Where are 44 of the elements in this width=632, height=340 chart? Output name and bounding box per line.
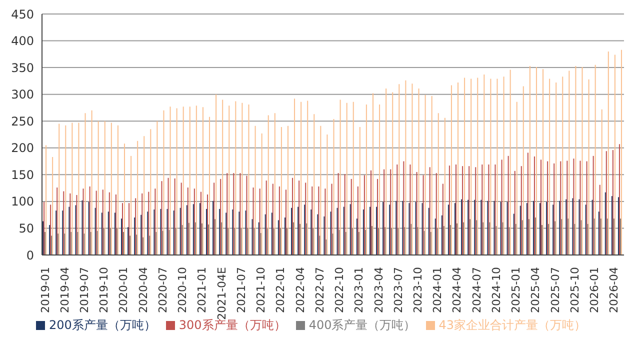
legend-label: 300系产量（万吨）: [178, 318, 286, 332]
legend-label: 200系产量（万吨）: [49, 318, 156, 332]
y-tick-label: 300: [11, 88, 34, 102]
x-tick-label: 2022-04: [294, 267, 307, 313]
x-tick-label: 2021-01: [196, 267, 209, 313]
legend-label: 400系产量（万吨）: [308, 318, 416, 332]
y-tick-label: 0: [26, 248, 34, 262]
y-tick-label: 150: [11, 168, 34, 182]
x-tick-label: 2020-10: [176, 267, 190, 313]
x-tick-label: 2026-04: [608, 267, 621, 313]
x-tick-label: 2023-04: [372, 267, 386, 313]
x-tick-label: 2021-04E: [215, 266, 228, 320]
x-tick-label: 2024-07: [470, 267, 484, 313]
x-tick-label: 2021-10: [254, 267, 268, 313]
x-tick-label: 2019-01: [38, 267, 52, 313]
y-tick-label: 350: [11, 60, 34, 75]
legend-label: 43家企业合计产量（万吨）: [438, 318, 586, 332]
x-tick-label: 2020-04: [136, 267, 150, 313]
x-tick-label: 2022-01: [274, 267, 288, 313]
x-tick-label: 2019-04: [58, 267, 72, 313]
x-tick-label: 2025-10: [568, 267, 582, 313]
x-tick-label: 2024-01: [431, 267, 444, 313]
x-tick-label: 2023-07: [392, 267, 405, 313]
x-tick-label: 2022-10: [333, 267, 346, 313]
x-tick-label: 2025-07: [548, 267, 562, 313]
x-tick-label: 2022-07: [313, 267, 326, 313]
x-tick-label: 2024-04: [450, 267, 464, 313]
x-tick-label: 2019-10: [98, 267, 111, 313]
y-tick-label: 250: [11, 114, 34, 128]
x-tick-label: 2025-04: [529, 267, 542, 313]
x-tick-label: 2026-01: [588, 267, 602, 313]
x-tick-label: 2020-07: [156, 267, 170, 313]
x-tick-label: 2025-01: [510, 267, 523, 313]
y-tick-label: 100: [11, 194, 34, 209]
y-tick-label: 200: [11, 141, 34, 156]
x-tick-label: 2023-10: [412, 267, 425, 313]
y-tick-label: 450: [11, 7, 34, 22]
y-tick-label: 50: [18, 221, 34, 236]
x-tick-label: 2024-10: [490, 267, 503, 313]
y-tick-label: 400: [11, 34, 34, 48]
x-tick-label: 2023-01: [352, 267, 366, 313]
x-tick-label: 2019-07: [78, 267, 92, 313]
x-tick-label: 2020-01: [117, 267, 130, 313]
x-tick-label: 2021-07: [234, 267, 248, 313]
